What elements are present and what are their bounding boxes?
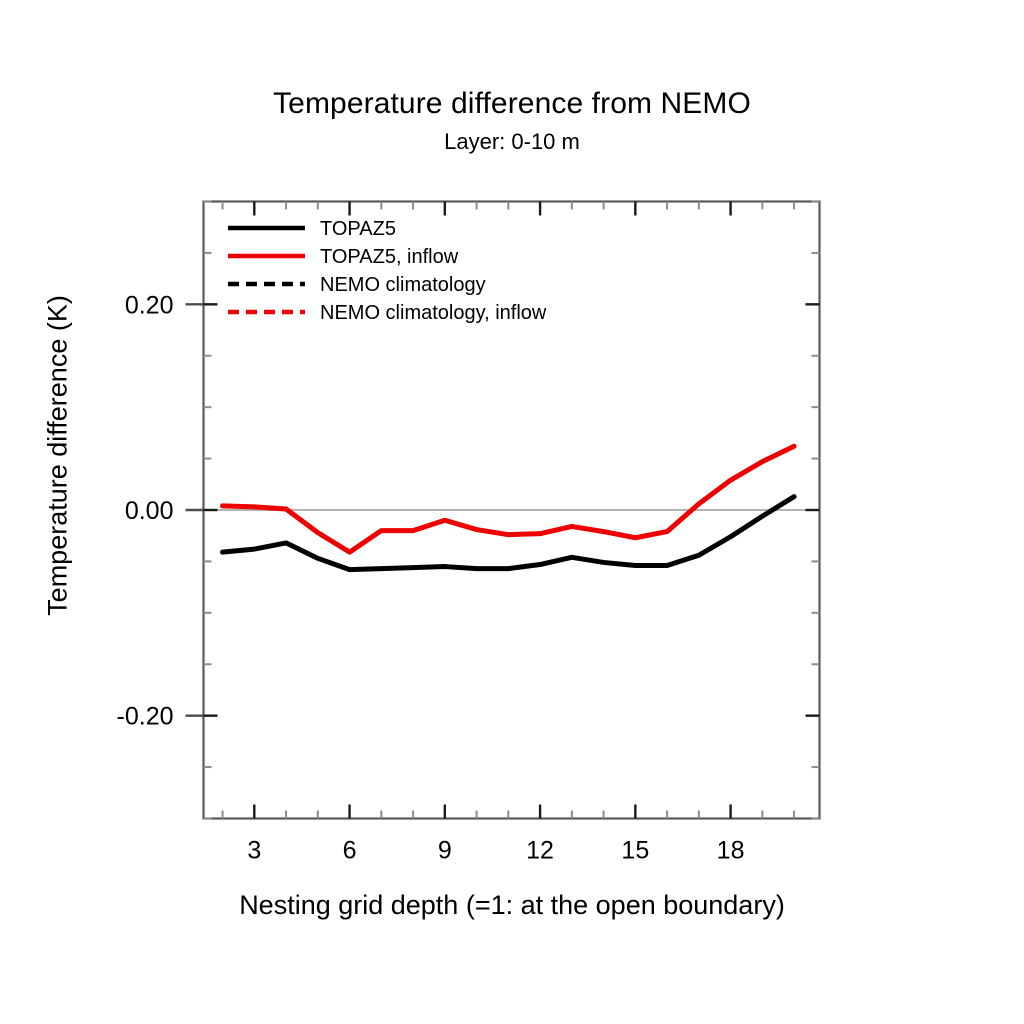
x-tick-label: 12 <box>526 837 554 865</box>
x-tick-label: 15 <box>621 837 649 865</box>
y-tick-label: -0.20 <box>117 703 174 731</box>
legend-label-3: NEMO climatology <box>320 274 486 296</box>
series-line-2 <box>220 443 797 555</box>
legend-label-4: NEMO climatology, inflow <box>320 302 547 324</box>
y-tick-label: 0.00 <box>125 497 174 525</box>
chart-subtitle: Layer: 0-10 m <box>444 129 580 154</box>
y-tick-label: 0.20 <box>125 291 174 319</box>
x-tick-label: 9 <box>438 837 452 865</box>
x-axis-label: Nesting grid depth (=1: at the open boun… <box>239 890 785 920</box>
title-block: Temperature difference from NEMO Layer: … <box>0 86 1024 156</box>
legend-label-2: TOPAZ5, inflow <box>320 246 459 268</box>
x-tick-label: 3 <box>247 837 261 865</box>
x-tick-label: 6 <box>343 837 357 865</box>
series-line-1 <box>220 494 797 573</box>
page-title: Temperature difference from NEMO <box>273 87 751 120</box>
legend-label-1: TOPAZ5 <box>320 218 396 240</box>
x-tick-label: 18 <box>717 837 745 865</box>
